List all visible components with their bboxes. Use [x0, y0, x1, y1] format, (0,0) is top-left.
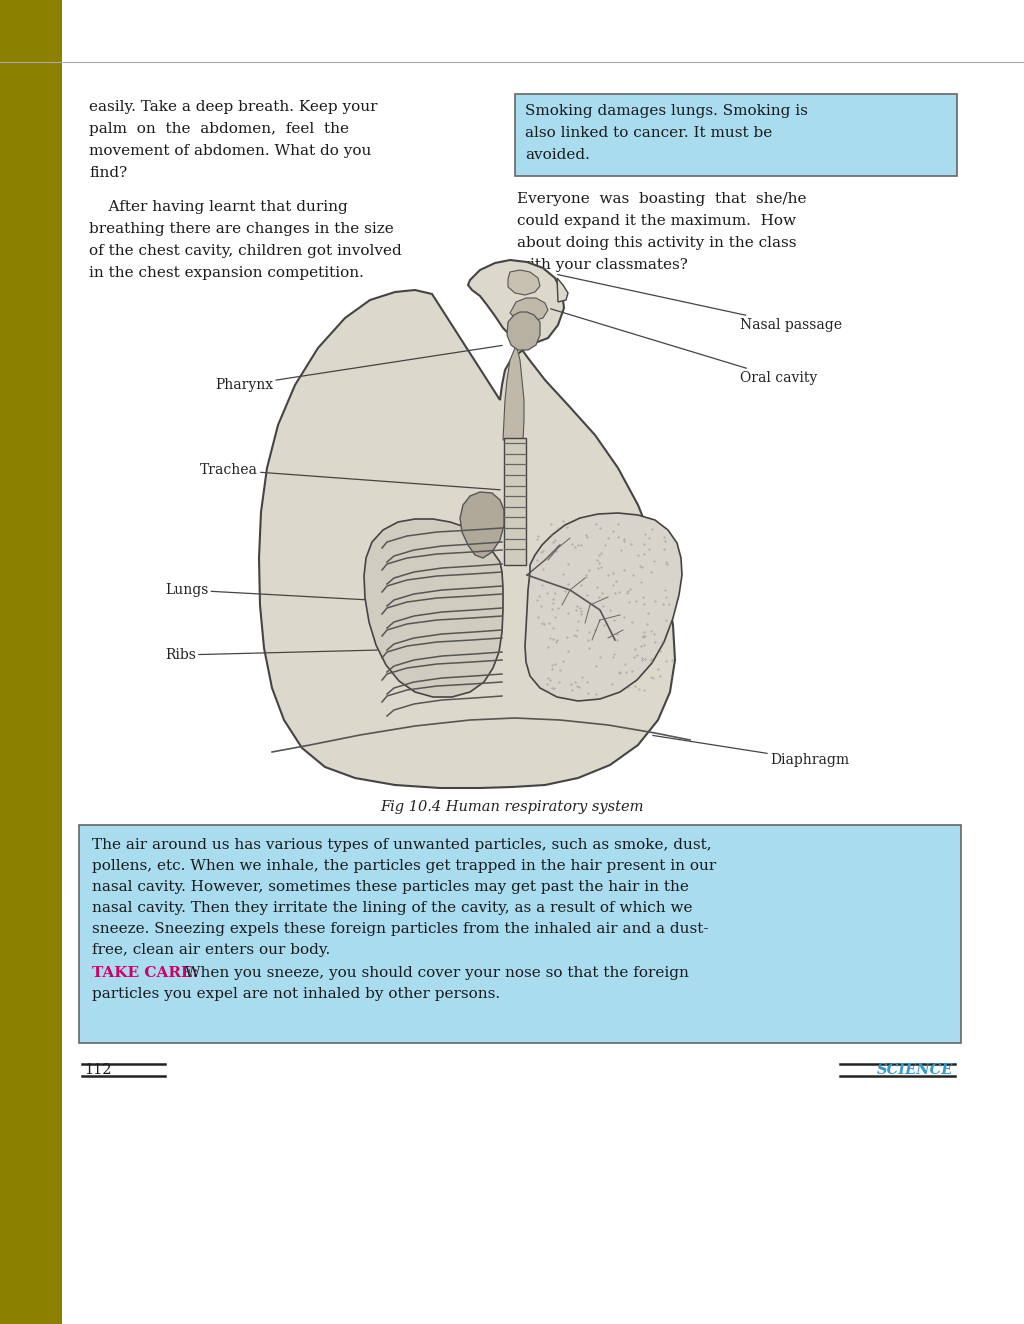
Text: free, clean air enters our body.: free, clean air enters our body.	[92, 943, 331, 957]
Text: SCIENCE: SCIENCE	[877, 1063, 953, 1076]
Polygon shape	[510, 298, 548, 322]
Polygon shape	[557, 278, 568, 302]
Text: Trachea: Trachea	[200, 463, 501, 490]
Text: Nasal passage: Nasal passage	[558, 274, 842, 332]
Text: Lungs: Lungs	[165, 583, 368, 600]
Text: avoided.: avoided.	[525, 148, 590, 162]
Text: The air around us has various types of unwanted particles, such as smoke, dust,: The air around us has various types of u…	[92, 838, 712, 853]
Text: with your classmates?: with your classmates?	[517, 258, 688, 271]
FancyBboxPatch shape	[504, 438, 526, 565]
Text: easily. Take a deep breath. Keep your: easily. Take a deep breath. Keep your	[89, 101, 378, 114]
Text: find?: find?	[89, 166, 127, 180]
Polygon shape	[503, 348, 524, 440]
Text: in the chest expansion competition.: in the chest expansion competition.	[89, 266, 364, 279]
FancyBboxPatch shape	[515, 94, 957, 176]
Text: Fig 10.4 Human respiratory system: Fig 10.4 Human respiratory system	[380, 800, 644, 814]
Text: particles you expel are not inhaled by other persons.: particles you expel are not inhaled by o…	[92, 986, 500, 1001]
Text: palm  on  the  abdomen,  feel  the: palm on the abdomen, feel the	[89, 122, 349, 136]
Text: When you sneeze, you should cover your nose so that the foreign: When you sneeze, you should cover your n…	[180, 967, 689, 980]
Polygon shape	[364, 519, 503, 696]
Text: Pharynx: Pharynx	[215, 346, 502, 392]
Text: sneeze. Sneezing expels these foreign particles from the inhaled air and a dust-: sneeze. Sneezing expels these foreign pa…	[92, 922, 709, 936]
Text: TAKE CARE:: TAKE CARE:	[92, 967, 199, 980]
Text: nasal cavity. Then they irritate the lining of the cavity, as a result of which : nasal cavity. Then they irritate the lin…	[92, 902, 692, 915]
Text: pollens, etc. When we inhale, the particles get trapped in the hair present in o: pollens, etc. When we inhale, the partic…	[92, 859, 716, 873]
Polygon shape	[259, 260, 675, 788]
Text: nasal cavity. However, sometimes these particles may get past the hair in the: nasal cavity. However, sometimes these p…	[92, 880, 689, 894]
Text: After having learnt that during: After having learnt that during	[89, 200, 348, 214]
Text: about doing this activity in the class: about doing this activity in the class	[517, 236, 797, 250]
Text: Ribs: Ribs	[165, 647, 377, 662]
Text: also linked to cancer. It must be: also linked to cancer. It must be	[525, 126, 772, 140]
Text: Smoking damages lungs. Smoking is: Smoking damages lungs. Smoking is	[525, 105, 808, 118]
Text: breathing there are changes in the size: breathing there are changes in the size	[89, 222, 394, 236]
Polygon shape	[507, 312, 540, 350]
Text: could expand it the maximum.  How: could expand it the maximum. How	[517, 214, 796, 228]
Text: Oral cavity: Oral cavity	[551, 308, 817, 385]
Text: movement of abdomen. What do you: movement of abdomen. What do you	[89, 144, 372, 158]
Polygon shape	[460, 493, 504, 557]
Text: 112: 112	[84, 1063, 112, 1076]
Polygon shape	[508, 270, 540, 295]
Polygon shape	[525, 512, 682, 700]
Text: Diaphragm: Diaphragm	[652, 735, 849, 767]
Text: Everyone  was  boasting  that  she/he: Everyone was boasting that she/he	[517, 192, 807, 207]
Text: of the chest cavity, children got involved: of the chest cavity, children got involv…	[89, 244, 401, 258]
FancyBboxPatch shape	[79, 825, 961, 1043]
FancyBboxPatch shape	[0, 0, 62, 1324]
